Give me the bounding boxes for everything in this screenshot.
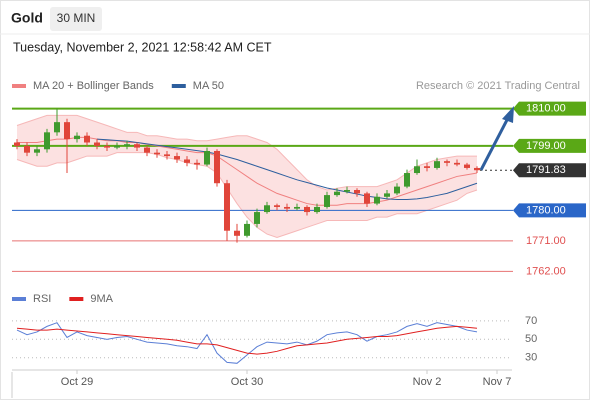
- moving-average: [17, 136, 478, 206]
- level-label: 1799.00: [526, 140, 566, 152]
- candle-body: [324, 195, 330, 207]
- candle-body: [434, 161, 440, 168]
- candle-body: [214, 150, 220, 184]
- indicator-line: [16, 325, 478, 355]
- candle-body: [154, 152, 160, 155]
- candle-body: [54, 122, 60, 133]
- level-label: 1762.00: [526, 265, 566, 277]
- level-label: 1810.00: [526, 102, 566, 114]
- y-tick-label: 70: [525, 315, 537, 327]
- bollinger-lower: [16, 152, 478, 239]
- candle-body: [314, 206, 320, 213]
- arrow-shaft: [479, 117, 510, 171]
- level-tag: [513, 101, 586, 116]
- datetime: Tuesday, November 2, 2021 12:58:42 AM CE…: [13, 40, 272, 54]
- candle-body: [174, 156, 180, 160]
- level-label: 1771.00: [526, 235, 566, 247]
- candle-body: [244, 223, 250, 236]
- candle-body: [164, 154, 170, 157]
- candle-body: [144, 147, 150, 153]
- candle-body: [364, 193, 370, 204]
- x-tick-label: Nov 2: [413, 376, 442, 388]
- candle-body: [114, 145, 120, 148]
- candle-body: [84, 135, 90, 143]
- x-tick-label: Oct 30: [231, 376, 263, 388]
- candle-body: [264, 205, 270, 213]
- level-tag: [513, 163, 586, 178]
- candle-body: [24, 145, 30, 153]
- candle-body: [374, 196, 380, 204]
- y-tick-label: 50: [525, 333, 537, 345]
- candle-body: [204, 150, 210, 165]
- candle-body: [334, 191, 340, 196]
- arrow-head: [502, 106, 514, 123]
- legend-label: MA 20 + Bollinger Bands: [33, 80, 154, 92]
- candle-body: [444, 161, 450, 163]
- legend-swatch: [12, 297, 26, 301]
- level-label: 1780.00: [526, 204, 566, 216]
- candle-body: [304, 206, 310, 213]
- legend-label: RSI: [33, 293, 51, 305]
- indicator-line: [16, 322, 478, 364]
- candle-body: [274, 205, 280, 207]
- candle-body: [344, 190, 350, 192]
- forecast-arrow: [479, 106, 514, 171]
- candle-body: [94, 142, 100, 146]
- candle-body: [294, 206, 300, 209]
- candle-body: [424, 166, 430, 168]
- candle-body: [64, 122, 70, 140]
- candle-body: [14, 142, 20, 146]
- legend-swatch: [171, 84, 186, 88]
- candle-body: [384, 193, 390, 197]
- candle-body: [474, 167, 480, 171]
- level-tag: [513, 138, 586, 153]
- candle-body: [104, 145, 110, 148]
- candle-body: [404, 173, 410, 187]
- timeframe-tab[interactable]: [50, 7, 102, 31]
- symbol: Gold: [11, 10, 43, 26]
- candle-body: [44, 132, 50, 150]
- bollinger-upper: [16, 114, 477, 191]
- legend-label: MA 50: [193, 80, 224, 92]
- candle-body: [254, 212, 260, 224]
- legend-swatch: [69, 297, 84, 301]
- timeframe-label[interactable]: 30 MIN: [57, 11, 96, 25]
- candle-body: [354, 190, 360, 194]
- candle-body: [234, 230, 240, 236]
- candle-body: [74, 135, 80, 140]
- candle-body: [394, 186, 400, 194]
- candle-body: [194, 162, 200, 165]
- source: Research © 2021 Trading Central: [416, 80, 580, 92]
- candle-body: [284, 206, 290, 209]
- x-tick-label: Nov 7: [483, 376, 512, 388]
- candle-body: [414, 166, 420, 174]
- candle-body: [224, 183, 230, 231]
- legend-label: 9MA: [90, 293, 113, 305]
- candle-body: [124, 144, 130, 146]
- moving-average: [96, 138, 478, 200]
- candle-body: [464, 164, 470, 168]
- candle-body: [184, 159, 190, 163]
- candle-body: [454, 162, 460, 165]
- level-label: 1791.83: [526, 164, 566, 176]
- candle-body: [134, 144, 140, 148]
- legend-swatch: [12, 84, 26, 88]
- level-tag: [513, 203, 586, 218]
- y-tick-label: 30: [525, 352, 537, 364]
- x-tick-label: Oct 29: [61, 376, 93, 388]
- candle-body: [34, 149, 40, 153]
